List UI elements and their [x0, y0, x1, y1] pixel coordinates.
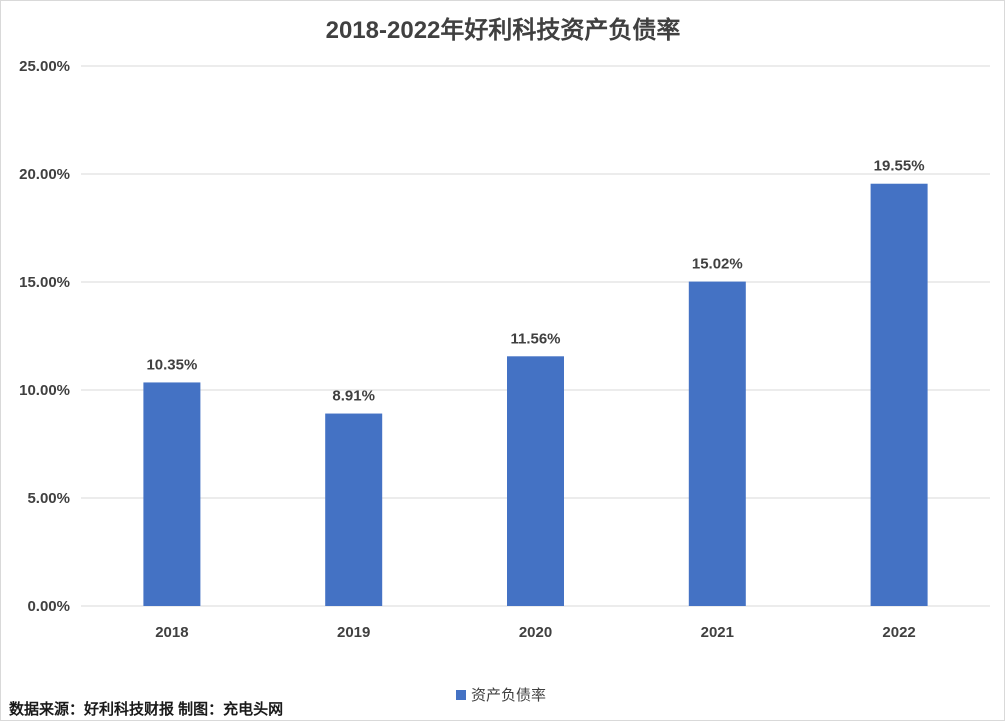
x-tick-label-2022: 2022	[882, 624, 915, 641]
data-label-2020: 11.56%	[510, 330, 560, 347]
y-tick-label-5: 5.00%	[27, 490, 70, 507]
x-tick-label-2019: 2019	[337, 624, 370, 641]
data-labels: 10.35% 8.91% 11.56% 15.02% 19.55%	[146, 158, 924, 405]
x-tick-label-2018: 2018	[155, 624, 188, 641]
bar-2020	[507, 356, 564, 606]
data-label-2022: 19.55%	[874, 158, 925, 175]
source-credit: 数据来源：好利科技财报 制图：充电头网	[9, 700, 283, 718]
data-label-2021: 15.02%	[692, 256, 743, 273]
legend-label-asset-liability-ratio: 资产负债率	[471, 687, 546, 704]
y-tick-label-20: 20.00%	[19, 166, 70, 183]
bar-2019	[325, 413, 383, 606]
x-axis-tick-labels: 2018 2019 2020 2021 2022	[155, 624, 916, 641]
y-tick-label-10: 10.00%	[19, 382, 70, 399]
legend: 资产负债率	[456, 687, 546, 704]
data-label-2018: 10.35%	[146, 356, 197, 373]
x-tick-label-2020: 2020	[519, 624, 552, 641]
legend-swatch	[456, 690, 466, 700]
data-label-2019: 8.91%	[332, 388, 375, 405]
bar-2021	[688, 281, 746, 606]
bars	[143, 183, 928, 606]
bar-2018	[143, 382, 201, 606]
x-tick-label-2021: 2021	[701, 624, 734, 641]
y-tick-label-0: 0.00%	[27, 598, 70, 615]
y-axis-tick-labels: 0.00% 5.00% 10.00% 15.00% 20.00% 25.00%	[19, 58, 70, 615]
chart-title: 2018-2022年好利科技资产负债率	[326, 16, 681, 44]
y-tick-label-15: 15.00%	[19, 274, 70, 291]
bar-2022	[870, 183, 928, 606]
y-tick-label-25: 25.00%	[19, 58, 70, 75]
